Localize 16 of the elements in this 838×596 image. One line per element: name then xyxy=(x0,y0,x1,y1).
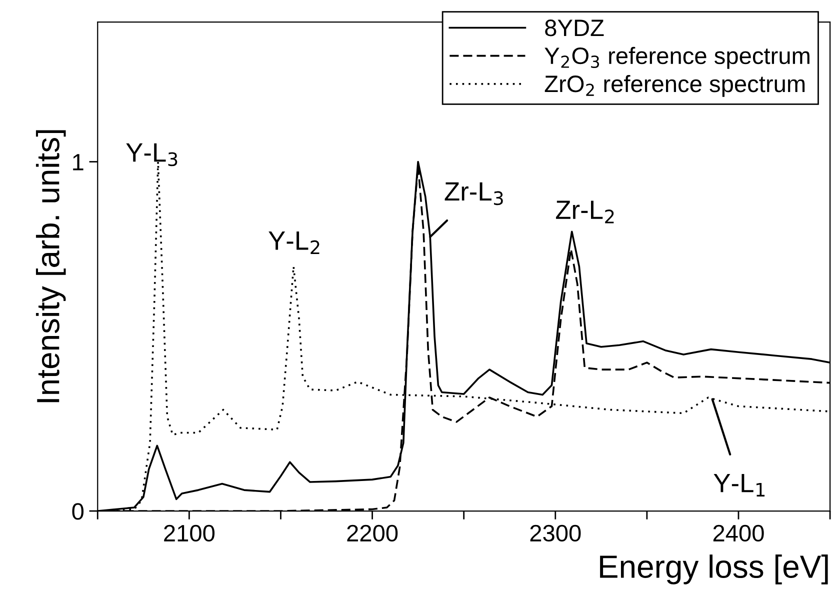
x-tick-label: 2400 xyxy=(713,524,764,542)
annotation: Y-L$_{1}$ xyxy=(714,474,765,496)
x-tick-label: 2100 xyxy=(164,524,215,542)
y-axis-title: Intensity [arb. units] xyxy=(36,130,66,402)
annotation: Y-L$_{2}$ xyxy=(268,232,320,254)
annotation: Y-L$_{3}$ xyxy=(126,143,178,166)
x-tick-label: 2200 xyxy=(347,524,398,542)
y-tick-label: 0 xyxy=(72,503,84,520)
x-axis-title: Energy loss [eV] xyxy=(600,554,828,584)
x-tick-label: 2300 xyxy=(530,524,581,542)
annotation: Zr-L$_{2}$ xyxy=(556,200,614,224)
annotation: Zr-L$_{3}$ xyxy=(444,182,503,206)
legend-label: Y$_{2}$O$_{3}$ reference spectrum xyxy=(544,46,810,69)
legend-label: 8YDZ xyxy=(545,20,604,36)
y-tick-label: 1 xyxy=(73,154,84,170)
legend-label: ZrO$_{2}$ reference spectrum xyxy=(544,74,805,97)
